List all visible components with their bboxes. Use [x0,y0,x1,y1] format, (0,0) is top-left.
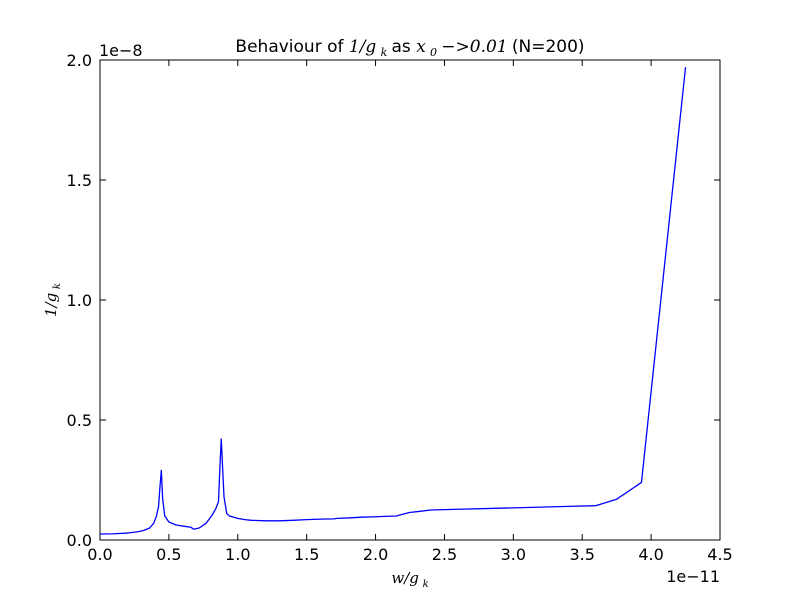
x-tick-label: 0.5 [156,545,181,564]
x-offset-label: 1e−11 [666,567,720,586]
x-axis-label: w/g k [391,569,428,590]
y-tick-label: 1.5 [67,171,92,190]
plot-frame [99,59,721,541]
y-tick-label: 0.0 [67,531,92,550]
x-tick-label: 4.5 [707,545,732,564]
chart-title: Behaviour of 1/g k as x 0 −>0.01 (N=200) [235,37,584,60]
y-axis-label: 1/g k [42,283,63,317]
y-offset-label: 1e−8 [99,41,143,60]
x-tick-label: 1.5 [294,545,319,564]
x-tick-label: 0.0 [87,545,112,564]
x-tick-label: 1.0 [225,545,250,564]
x-tick-label: 3.5 [569,545,594,564]
x-tick-label: 2.5 [432,545,457,564]
y-tick-label: 2.0 [67,51,92,70]
x-tick-label: 2.0 [363,545,388,564]
x-tick-label: 3.0 [501,545,526,564]
y-tick-label: 0.5 [67,411,92,430]
y-tick-label: 1.0 [67,291,92,310]
series-line [99,67,687,535]
x-tick-label: 4.0 [638,545,663,564]
axis-ticks: 0.0 0.5 1.0 1.5 2.0 2.5 3.0 3.5 4.0 4.5 0.0 0.5 1.0 1… [67,51,733,564]
